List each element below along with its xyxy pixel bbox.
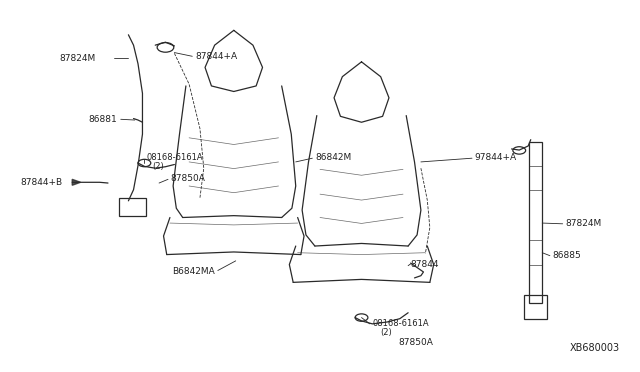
Bar	[119, 198, 146, 217]
Text: 87824M: 87824M	[59, 54, 95, 62]
Text: XB680003: XB680003	[570, 343, 620, 353]
Text: 86842M: 86842M	[315, 153, 351, 162]
Text: 87850A: 87850A	[170, 174, 205, 183]
Text: 87844: 87844	[411, 260, 439, 269]
Text: 87844+A: 87844+A	[195, 52, 237, 61]
Text: (2): (2)	[153, 162, 164, 171]
Text: 86885: 86885	[552, 251, 581, 260]
Text: 08168-6161A: 08168-6161A	[372, 319, 429, 328]
Text: 87850A: 87850A	[398, 338, 433, 347]
Text: 87844+B: 87844+B	[20, 178, 63, 187]
Text: B6842MA: B6842MA	[172, 267, 214, 276]
Text: 86881: 86881	[89, 115, 118, 124]
Text: 87824M: 87824M	[565, 219, 602, 228]
Bar	[524, 295, 547, 319]
Text: 97844+A: 97844+A	[474, 153, 516, 162]
Text: (2): (2)	[381, 328, 392, 337]
Text: 08168-6161A: 08168-6161A	[147, 153, 203, 161]
Bar	[529, 141, 542, 303]
Polygon shape	[72, 179, 81, 185]
